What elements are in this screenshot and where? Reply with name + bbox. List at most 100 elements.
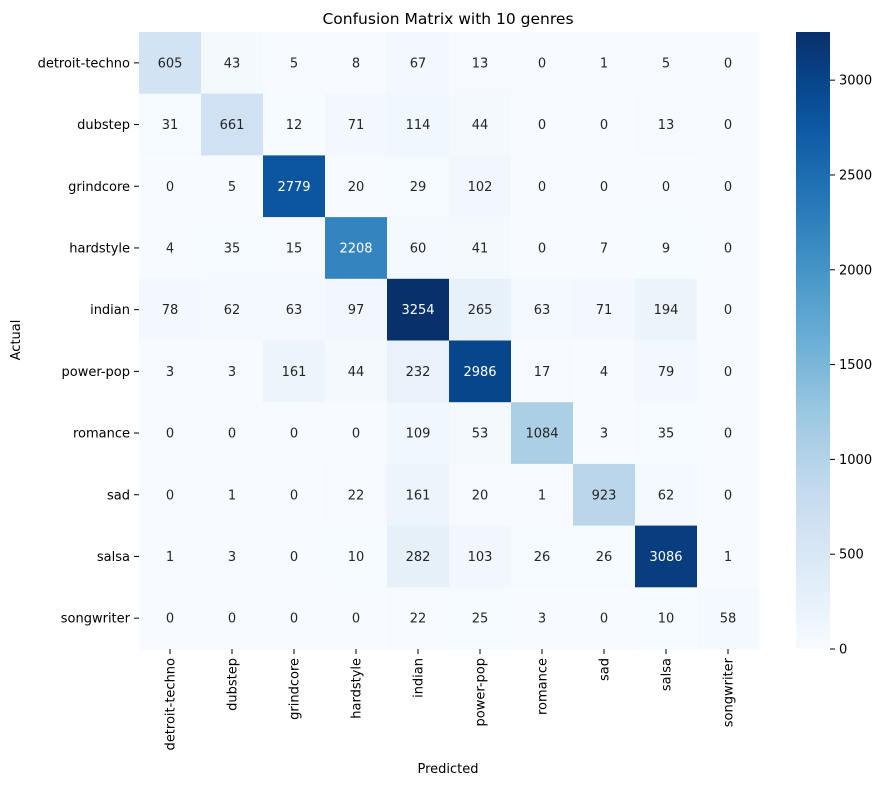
y-tick-label: grindcore [68,180,130,195]
heatmap-cell [201,32,264,95]
heatmap-cell [449,463,512,527]
heatmap-cell [139,32,202,95]
heatmap-cell [387,32,450,95]
heatmap-cell [325,32,388,95]
heatmap-cell [325,217,388,280]
heatmap-cell [635,278,698,341]
heatmap-cell [573,463,636,527]
y-tick-label: songwriter [61,612,131,627]
cell-value-label: 3254 [401,303,434,318]
cell-value-label: 63 [534,303,551,318]
heatmap-cell [449,93,512,156]
heatmap-cell [387,402,450,465]
heatmap-cell [201,525,264,588]
cell-value-label: 25 [472,612,489,627]
heatmap-cell [511,32,574,95]
heatmap-cell [697,155,760,218]
heatmap-cell [139,155,202,218]
heatmap-cell [387,93,450,156]
cell-value-label: 661 [220,118,245,133]
cell-value-label: 265 [468,303,493,318]
cell-value-label: 4 [600,365,608,380]
heatmap-cell [635,93,698,156]
heatmap-cell [325,278,388,341]
cell-value-label: 79 [658,365,675,380]
cell-value-label: 15 [286,241,303,256]
cell-value-label: 7 [600,241,608,256]
cell-value-label: 114 [406,118,431,133]
chart-title: Confusion Matrix with 10 genres [322,10,573,28]
y-tick-label: hardstyle [69,241,130,256]
cell-value-label: 67 [410,56,427,71]
heatmap-cell [511,340,574,403]
cell-value-label: 20 [348,180,365,195]
cell-value-label: 0 [352,427,360,442]
cell-value-label: 1 [724,550,732,565]
heatmap-cell [635,402,698,465]
cell-value-label: 0 [166,427,174,442]
cell-value-label: 78 [162,303,179,318]
cell-value-label: 10 [348,550,365,565]
cell-value-label: 22 [410,612,427,627]
heatmap-cell [573,340,636,403]
heatmap-cell [139,93,202,156]
cell-value-label: 35 [224,241,241,256]
cell-value-label: 3 [166,365,174,380]
x-tick-label: romance [536,658,551,715]
heatmap-cell [387,340,450,403]
heatmap-cell [635,155,698,218]
cell-value-label: 0 [600,118,608,133]
cell-value-label: 0 [166,180,174,195]
cell-value-label: 0 [724,365,732,380]
x-tick-label: salsa [660,658,675,691]
cell-value-label: 2986 [463,365,496,380]
heatmap-cell [325,340,388,403]
y-tick-label: power-pop [62,365,131,380]
colorbar-tick-label: 1000 [839,453,872,468]
heatmap-cell [697,217,760,280]
heatmap-cell [697,340,760,403]
cell-value-label: 0 [228,612,236,627]
heatmap-cell [139,217,202,280]
x-tick-label: grindcore [288,658,303,720]
y-tick-label: salsa [97,550,130,565]
heatmap-cell [139,340,202,403]
cell-value-label: 10 [658,612,675,627]
cell-value-label: 282 [406,550,431,565]
cell-value-label: 0 [290,488,298,503]
cell-value-label: 1 [538,488,546,503]
cell-value-label: 102 [468,180,493,195]
cell-value-label: 1 [166,550,174,565]
colorbar [796,32,830,649]
heatmap-cell [573,587,636,650]
cell-value-label: 20 [472,488,489,503]
heatmap-cell [449,587,512,650]
heatmap-cell [201,402,264,465]
cell-value-label: 62 [224,303,241,318]
cell-value-label: 1 [600,56,608,71]
heatmap-cell [139,587,202,650]
x-tick-label: power-pop [474,658,489,727]
heatmap-cell [573,217,636,280]
cell-value-label: 0 [290,427,298,442]
cell-value-label: 0 [724,303,732,318]
cell-value-label: 0 [290,550,298,565]
heatmap-cells [139,32,760,650]
heatmap-cell [263,217,326,280]
heatmap-cell [697,525,760,588]
cell-value-label: 5 [290,56,298,71]
cell-value-label: 26 [534,550,551,565]
heatmap-cell [263,278,326,341]
y-tick-label: indian [90,303,130,318]
y-tick-label: sad [107,488,130,503]
cell-value-label: 71 [348,118,365,133]
colorbar-tick-label: 2000 [839,263,872,278]
cell-value-label: 923 [592,488,617,503]
heatmap-cell [201,155,264,218]
heatmap-cell [139,278,202,341]
heatmap-cell [201,93,264,156]
heatmap-cell [573,402,636,465]
cell-value-label: 8 [352,56,360,71]
colorbar-tick-label: 0 [839,643,847,658]
